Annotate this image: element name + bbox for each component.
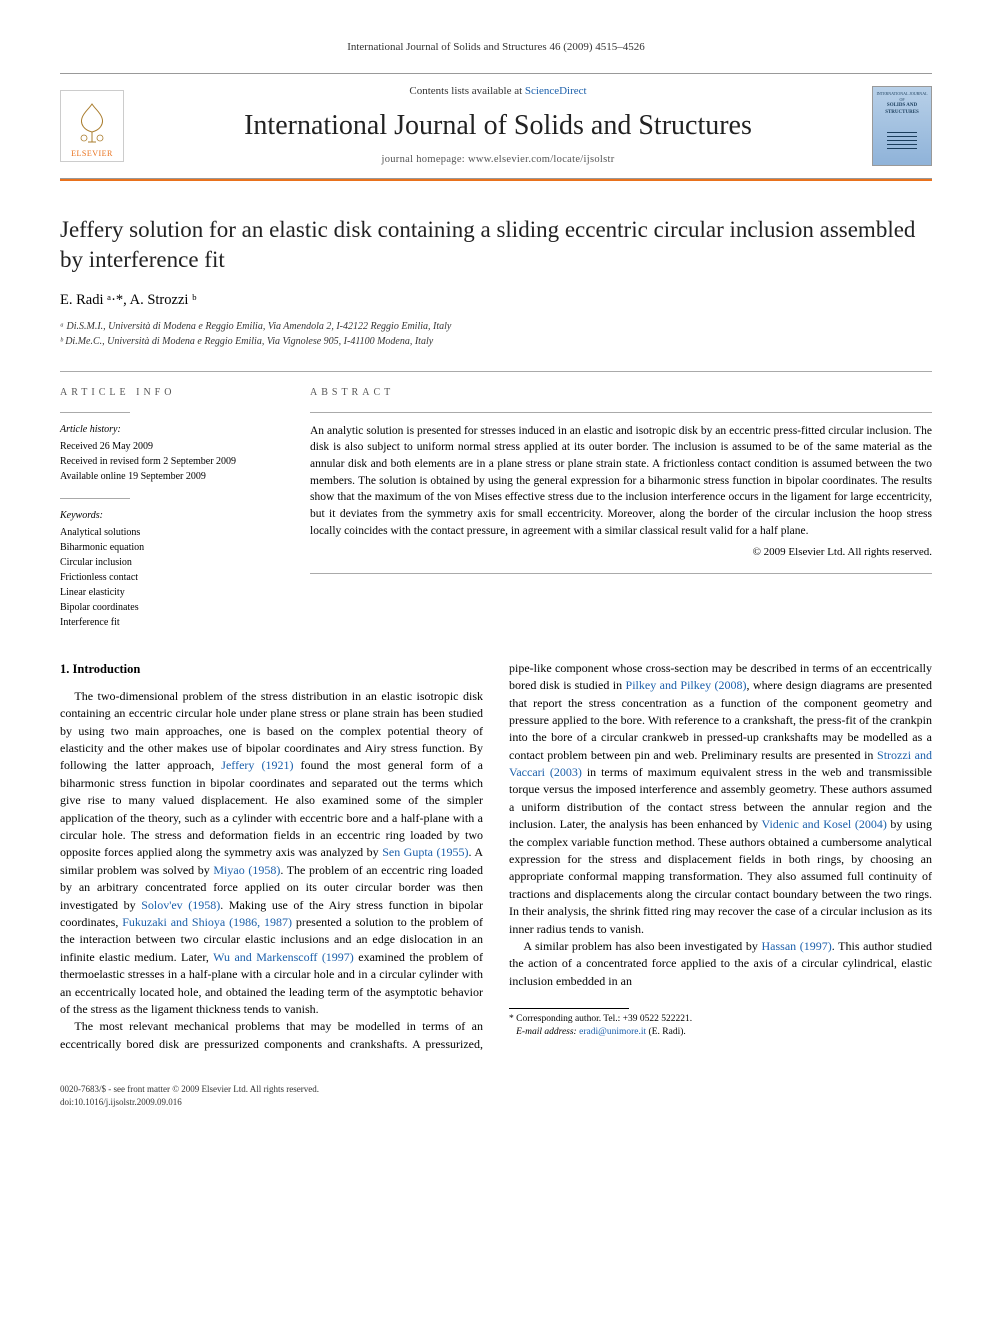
journal-cover-thumbnail: INTERNATIONAL JOURNAL OF SOLIDS AND STRU… (872, 86, 932, 166)
citation-link[interactable]: Hassan (1997) (762, 939, 832, 953)
citation-link[interactable]: Videnic and Kosel (2004) (762, 817, 887, 831)
keyword: Frictionless contact (60, 570, 280, 585)
body-paragraph: The two-dimensional problem of the stres… (60, 688, 483, 1018)
affiliation-b: ᵇ Di.Me.C., Università di Modena e Reggi… (60, 334, 932, 349)
history-label: Article history: (60, 423, 280, 437)
abstract-label: ABSTRACT (310, 386, 932, 400)
affiliations: ᵃ Di.S.M.I., Università di Modena e Regg… (60, 319, 932, 349)
history-item: Received 26 May 2009 (60, 439, 280, 454)
footnote-line: * Corresponding author. Tel.: +39 0522 5… (509, 1013, 932, 1026)
homepage-url[interactable]: www.elsevier.com/locate/ijsolstr (468, 154, 615, 165)
article-title: Jeffery solution for an elastic disk con… (60, 215, 932, 275)
issn-line: 0020-7683/$ - see front matter © 2009 El… (60, 1083, 932, 1096)
cover-caption-top: INTERNATIONAL JOURNAL OF (875, 91, 929, 102)
running-header: International Journal of Solids and Stru… (60, 40, 932, 55)
abstract-column: ABSTRACT An analytic solution is present… (310, 386, 932, 630)
section-heading: 1. Introduction (60, 660, 483, 678)
history-item: Received in revised form 2 September 200… (60, 454, 280, 469)
cover-caption-main: SOLIDS AND STRUCTURES (875, 102, 929, 116)
corresponding-author-footnote: * Corresponding author. Tel.: +39 0522 5… (509, 1013, 932, 1040)
accent-rule (60, 179, 932, 181)
email-link[interactable]: eradi@unimore.it (579, 1027, 646, 1037)
citation-link[interactable]: Solov'ev (1958) (141, 898, 220, 912)
sciencedirect-link[interactable]: ScienceDirect (525, 85, 587, 97)
cover-lines-icon (887, 119, 917, 161)
publisher-name: ELSEVIER (71, 148, 113, 159)
keyword: Analytical solutions (60, 525, 280, 540)
thin-rule (310, 412, 932, 413)
abstract-text: An analytic solution is presented for st… (310, 423, 932, 540)
affiliation-a: ᵃ Di.S.M.I., Università di Modena e Regg… (60, 319, 932, 334)
journal-topbar: ELSEVIER Contents lists available at Sci… (60, 73, 932, 178)
citation-link[interactable]: Jeffery (1921) (221, 758, 293, 772)
citation-link[interactable]: Sen Gupta (1955) (382, 845, 468, 859)
citation-link[interactable]: Fukuzaki and Shioya (1986, 1987) (122, 915, 292, 929)
citation-link[interactable]: Pilkey and Pilkey (2008) (626, 678, 747, 692)
bottom-meta: 0020-7683/$ - see front matter © 2009 El… (60, 1083, 932, 1108)
abstract-copyright: © 2009 Elsevier Ltd. All rights reserved… (310, 545, 932, 560)
thin-rule (60, 498, 130, 499)
keywords-list: Analytical solutions Biharmonic equation… (60, 525, 280, 630)
keyword: Biharmonic equation (60, 540, 280, 555)
author-list: E. Radi ᵃ·*, A. Strozzi ᵇ (60, 290, 932, 310)
citation-link[interactable]: Wu and Markenscoff (1997) (213, 950, 354, 964)
article-history: Received 26 May 2009 Received in revised… (60, 439, 280, 484)
journal-title: International Journal of Solids and Stru… (140, 106, 856, 145)
body-paragraph: A similar problem has also been investig… (509, 938, 932, 990)
thin-rule (60, 412, 130, 413)
footnote-rule (509, 1008, 629, 1009)
article-info-label: ARTICLE INFO (60, 386, 280, 400)
keyword: Bipolar coordinates (60, 600, 280, 615)
article-info-column: ARTICLE INFO Article history: Received 2… (60, 386, 280, 630)
elsevier-tree-icon (70, 98, 114, 146)
body-columns: 1. Introduction The two-dimensional prob… (60, 660, 932, 1053)
elsevier-logo: ELSEVIER (60, 90, 124, 162)
homepage-prefix: journal homepage: (381, 154, 467, 165)
keyword: Interference fit (60, 615, 280, 630)
thin-rule (310, 573, 932, 574)
keyword: Linear elasticity (60, 585, 280, 600)
citation-link[interactable]: Miyao (1958) (213, 863, 280, 877)
email-label: E-mail address: (516, 1027, 579, 1037)
meta-row: ARTICLE INFO Article history: Received 2… (60, 371, 932, 630)
contents-available: Contents lists available at ScienceDirec… (140, 84, 856, 99)
contents-prefix: Contents lists available at (409, 85, 524, 97)
doi-line: doi:10.1016/j.ijsolstr.2009.09.016 (60, 1096, 932, 1109)
keyword: Circular inclusion (60, 555, 280, 570)
email-suffix: (E. Radi). (646, 1027, 686, 1037)
journal-homepage: journal homepage: www.elsevier.com/locat… (140, 153, 856, 168)
topbar-center: Contents lists available at ScienceDirec… (140, 84, 856, 167)
history-item: Available online 19 September 2009 (60, 469, 280, 484)
footnote-line: E-mail address: eradi@unimore.it (E. Rad… (509, 1026, 932, 1039)
keywords-label: Keywords: (60, 509, 280, 523)
